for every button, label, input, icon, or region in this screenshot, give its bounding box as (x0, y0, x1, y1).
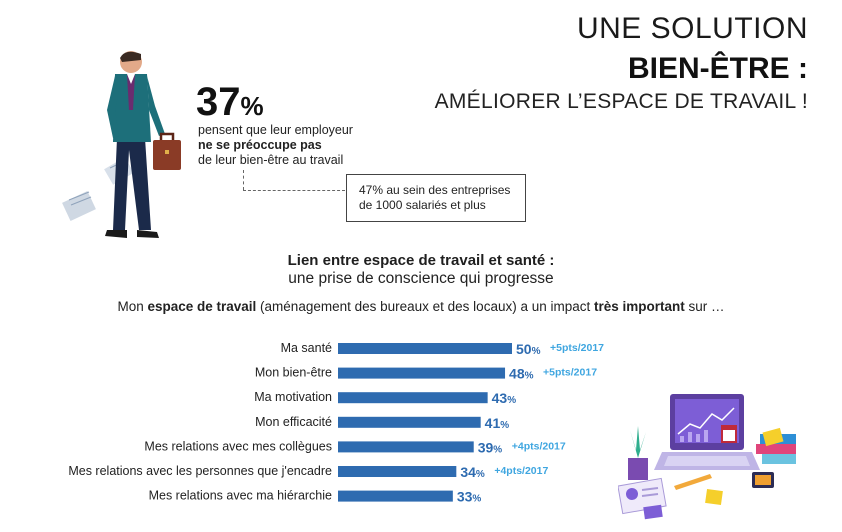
businessman-illustration (62, 51, 181, 238)
bar (338, 466, 457, 477)
stat-percent-sign: % (240, 91, 264, 121)
title-line-1: UNE SOLUTION (576, 12, 808, 45)
question-bold-1: espace de travail (147, 299, 257, 314)
value-label: 33% (457, 489, 482, 505)
sticky-note-icon (643, 488, 723, 520)
category-label: Mes relations avec les personnes que j'e… (68, 464, 332, 478)
connector-line-horizontal (243, 190, 345, 191)
category-label: Mon efficacité (255, 415, 332, 429)
bar (338, 343, 512, 354)
title-line-2: BIEN-ÊTRE : (628, 52, 808, 85)
stat-desc-line-3: de leur bien-être au travail (198, 153, 344, 167)
stat-value: 37 (196, 80, 241, 124)
stat-desc-line-1: pensent que leur employeur (198, 123, 353, 137)
category-label: Ma santé (281, 341, 332, 355)
pencil-icon (674, 474, 712, 490)
bar (338, 367, 506, 379)
phone-icon (752, 472, 774, 488)
stat-description: pensent que leur employeur ne se préoccu… (198, 123, 398, 168)
title-line-3: AMÉLIORER L’ESPACE DE TRAVAIL ! (434, 90, 808, 113)
value-label: 34% (460, 464, 485, 480)
note-line-1: 47% au sein des entreprises (359, 183, 511, 197)
connector-line-vertical (243, 170, 244, 190)
briefcase-icon (153, 132, 181, 170)
section-heading: Lien entre espace de travail et santé : (287, 252, 555, 269)
delta-label: +5pts/2017 (543, 367, 597, 379)
question-text: Mon espace de travail (aménagement des b… (0, 299, 842, 314)
value-label: 50% (516, 341, 541, 357)
category-label: Mes relations avec ma hiérarchie (149, 489, 332, 503)
bar (338, 416, 481, 428)
stat-percentage: 37% (196, 80, 264, 125)
question-bold-2: très important (594, 299, 685, 314)
question-mid: (aménagement des bureaux et des locaux) … (256, 299, 594, 314)
stat-desc-line-2: ne se préoccupe pas (198, 138, 322, 152)
plant-icon (628, 426, 648, 480)
books-icon (756, 427, 796, 464)
value-label: 48% (509, 366, 534, 382)
bar (338, 441, 474, 453)
bar (338, 392, 488, 404)
category-label: Mon bien-être (255, 366, 332, 380)
delta-label: +4pts/2017 (494, 465, 548, 477)
question-post: sur … (684, 299, 725, 314)
note-box: 47% au sein des entreprises de 1000 sala… (346, 174, 526, 222)
workspace-illustration (618, 394, 796, 520)
document-icon (618, 477, 667, 515)
delta-label: +5pts/2017 (550, 342, 604, 354)
delta-label: +4pts/2017 (512, 440, 566, 452)
value-label: 43% (492, 390, 517, 406)
category-label: Mes relations avec mes collègues (144, 439, 332, 453)
question-pre: Mon (117, 299, 148, 314)
laptop-icon (654, 394, 760, 470)
bar (338, 490, 453, 502)
note-line-2: de 1000 salariés et plus (359, 198, 486, 212)
section-subheading: une prise de conscience qui progresse (288, 270, 554, 287)
category-label: Ma motivation (254, 390, 332, 404)
value-label: 41% (485, 415, 510, 431)
value-label: 39% (478, 439, 503, 455)
mug-icon (721, 425, 737, 443)
